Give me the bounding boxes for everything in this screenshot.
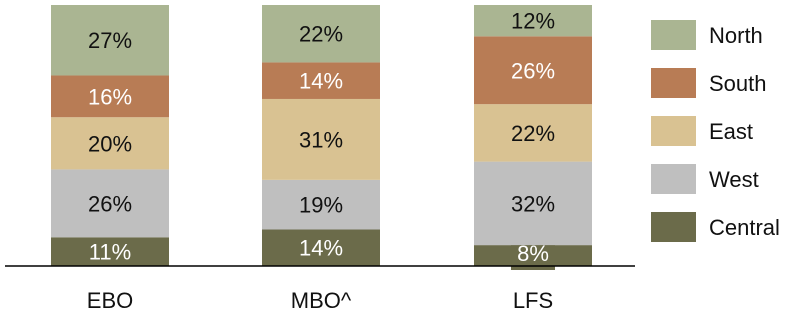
- data-label-ebo-north: 27%: [88, 28, 132, 53]
- bar-segment-mbo-north: [262, 5, 380, 63]
- data-label-lfs-west: 32%: [511, 191, 555, 216]
- bar-segment-ebo-central: [51, 237, 169, 266]
- category-label-ebo: EBO: [87, 288, 133, 313]
- data-label-lfs-central: 8%: [517, 241, 549, 266]
- bar-stack-mbo: 14% 19% 31% 14% 22%: [262, 5, 380, 266]
- legend: North South East West Central: [651, 20, 780, 242]
- bar-segment-mbo-west: [262, 179, 380, 230]
- bars-layer: 11% 26% 20% 16% 27% 14% 19% 31% 14% 22% 8% 32% 22% 26…: [51, 5, 592, 270]
- bar-segment-ebo-east: [51, 117, 169, 170]
- legend-item-central: Central: [651, 212, 780, 242]
- category-label-mbo: MBO^: [291, 288, 352, 313]
- legend-item-west: West: [651, 164, 759, 194]
- data-label-ebo-central: 11%: [89, 240, 131, 265]
- data-label-ebo-east: 20%: [88, 131, 132, 156]
- data-label-mbo-north: 22%: [299, 22, 343, 47]
- legend-swatch-west: [651, 164, 696, 194]
- data-label-mbo-east: 31%: [299, 127, 343, 152]
- category-labels: EBO MBO^ LFS: [87, 288, 553, 313]
- data-label-mbo-south: 14%: [299, 69, 343, 94]
- bar-stack-lfs: 8% 32% 22% 26% 12%: [474, 5, 592, 270]
- legend-label-central: Central: [709, 215, 780, 240]
- bar-segment-ebo-west: [51, 169, 169, 238]
- legend-label-east: East: [709, 119, 753, 144]
- data-label-mbo-west: 19%: [299, 193, 343, 218]
- bar-segment-lfs-south: [474, 36, 592, 105]
- legend-swatch-east: [651, 116, 696, 146]
- bar-stack-ebo: 11% 26% 20% 16% 27%: [51, 5, 169, 266]
- data-label-lfs-east: 22%: [511, 121, 555, 146]
- data-label-ebo-south: 16%: [88, 84, 132, 109]
- legend-label-south: South: [709, 71, 767, 96]
- legend-swatch-central: [651, 212, 696, 242]
- legend-item-south: South: [651, 68, 767, 98]
- bar-segment-lfs-east: [474, 104, 592, 162]
- data-label-ebo-west: 26%: [88, 191, 132, 216]
- bar-segment-lfs-west: [474, 161, 592, 246]
- data-label-mbo-central: 14%: [299, 236, 343, 261]
- bar-segment-mbo-south: [262, 62, 380, 99]
- bar-segment-lfs-north: [474, 5, 592, 37]
- data-label-lfs-south: 26%: [511, 58, 555, 83]
- legend-swatch-north: [651, 20, 696, 50]
- data-label-lfs-north: 12%: [511, 9, 555, 34]
- bar-segment-mbo-central: [262, 229, 380, 266]
- bar-segment-ebo-south: [51, 75, 169, 118]
- bar-segment-ebo-north: [51, 5, 169, 76]
- legend-swatch-south: [651, 68, 696, 98]
- legend-item-east: East: [651, 116, 753, 146]
- legend-item-north: North: [651, 20, 763, 50]
- category-label-lfs: LFS: [513, 288, 553, 313]
- bar-segment-mbo-east: [262, 98, 380, 180]
- legend-label-north: North: [709, 23, 763, 48]
- legend-label-west: West: [709, 167, 759, 192]
